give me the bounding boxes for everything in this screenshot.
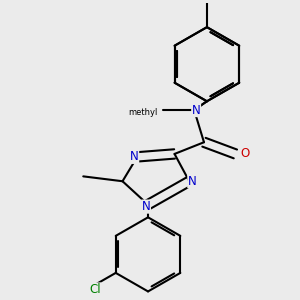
Text: Cl: Cl: [89, 283, 101, 296]
Text: O: O: [241, 147, 250, 161]
Text: N: N: [188, 175, 197, 188]
Text: methyl: methyl: [128, 107, 158, 116]
Text: N: N: [130, 150, 139, 164]
Text: N: N: [192, 103, 200, 117]
Text: N: N: [142, 200, 150, 213]
